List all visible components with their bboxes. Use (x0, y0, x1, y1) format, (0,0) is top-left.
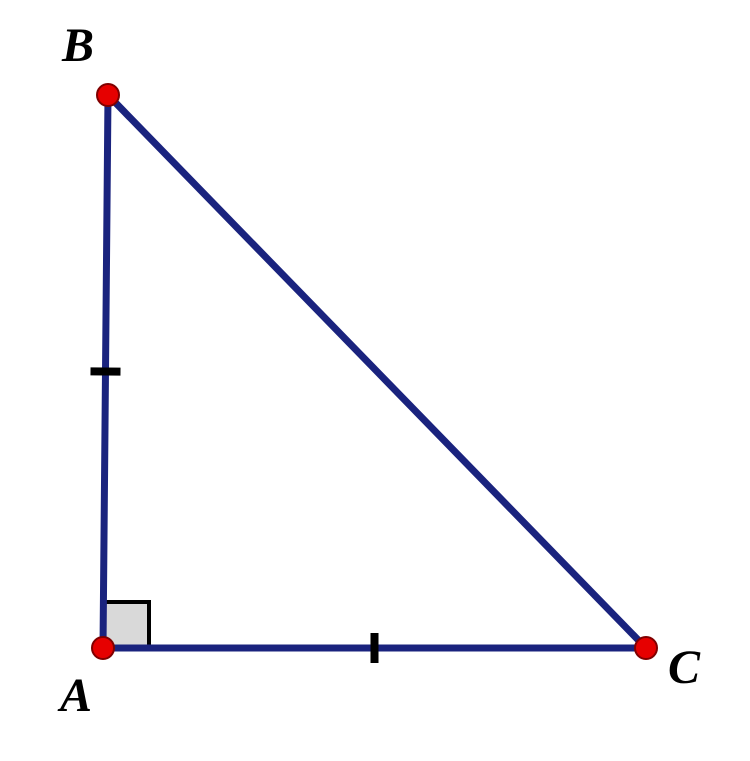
triangle-diagram (0, 0, 750, 761)
vertex-label-b: B (62, 18, 94, 73)
vertex-label-a: A (60, 668, 92, 723)
vertex-label-c: C (668, 640, 700, 695)
